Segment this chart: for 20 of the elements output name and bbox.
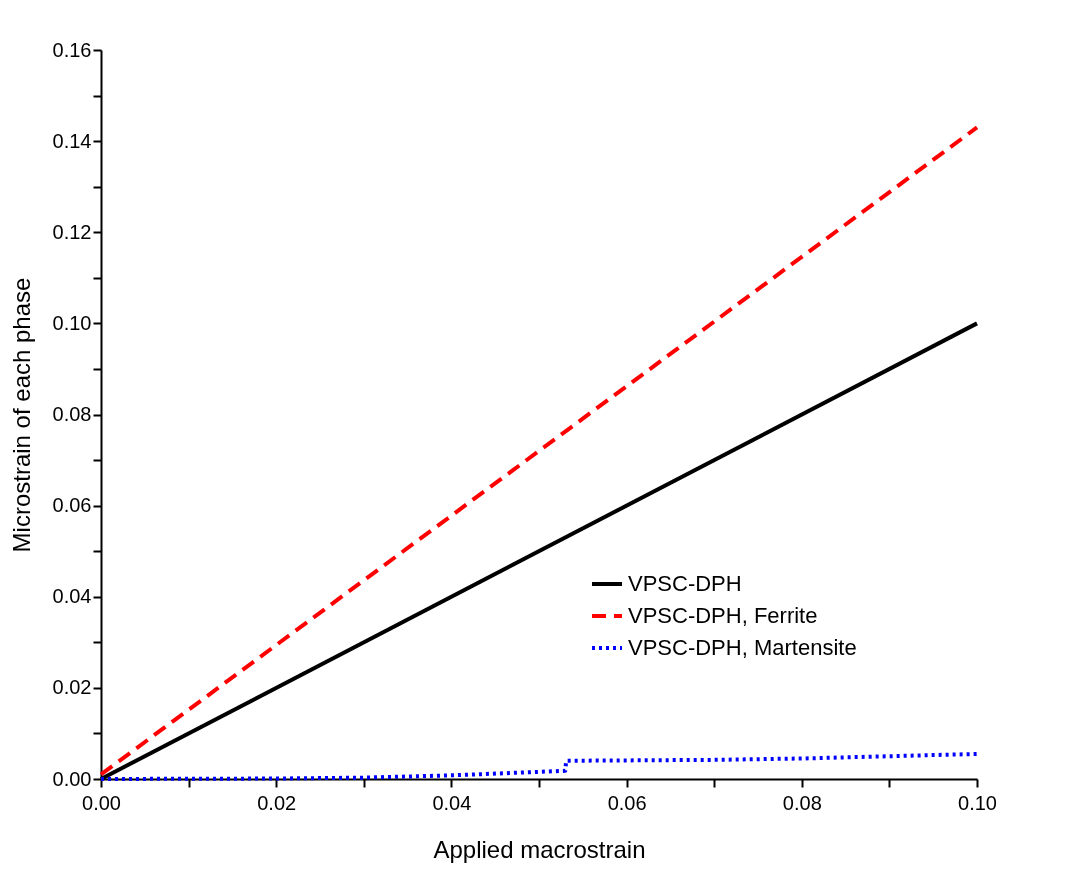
legend-label: VPSC-DPH, Martensite [628,635,857,660]
legend-label: VPSC-DPH, Ferrite [628,603,818,628]
x-tick-label: 0.04 [432,791,472,814]
y-tick-label: 0.08 [52,403,92,425]
x-tick-label: 0.00 [82,791,121,814]
y-tick-label: 0.04 [52,585,92,608]
y-tick-label: 0.02 [52,676,92,699]
y-tick-label: 0.12 [52,220,92,243]
x-axis-title: Applied macrostrain [433,835,646,863]
x-tick-label: 0.08 [782,791,822,814]
y-tick-label: 0.16 [52,38,92,61]
x-tick-label: 0.06 [607,791,647,814]
x-tick-label: 0.02 [257,791,297,814]
legend-label: VPSC-DPH [628,571,742,596]
y-tick-label: 0.10 [52,311,92,334]
y-tick-label: 0.00 [52,767,92,790]
x-tick-label: 0.10 [958,791,997,814]
y-tick-label: 0.06 [52,494,92,517]
y-tick-label: 0.14 [52,129,92,152]
y-axis-title: Microstrain of each phase [7,277,35,553]
